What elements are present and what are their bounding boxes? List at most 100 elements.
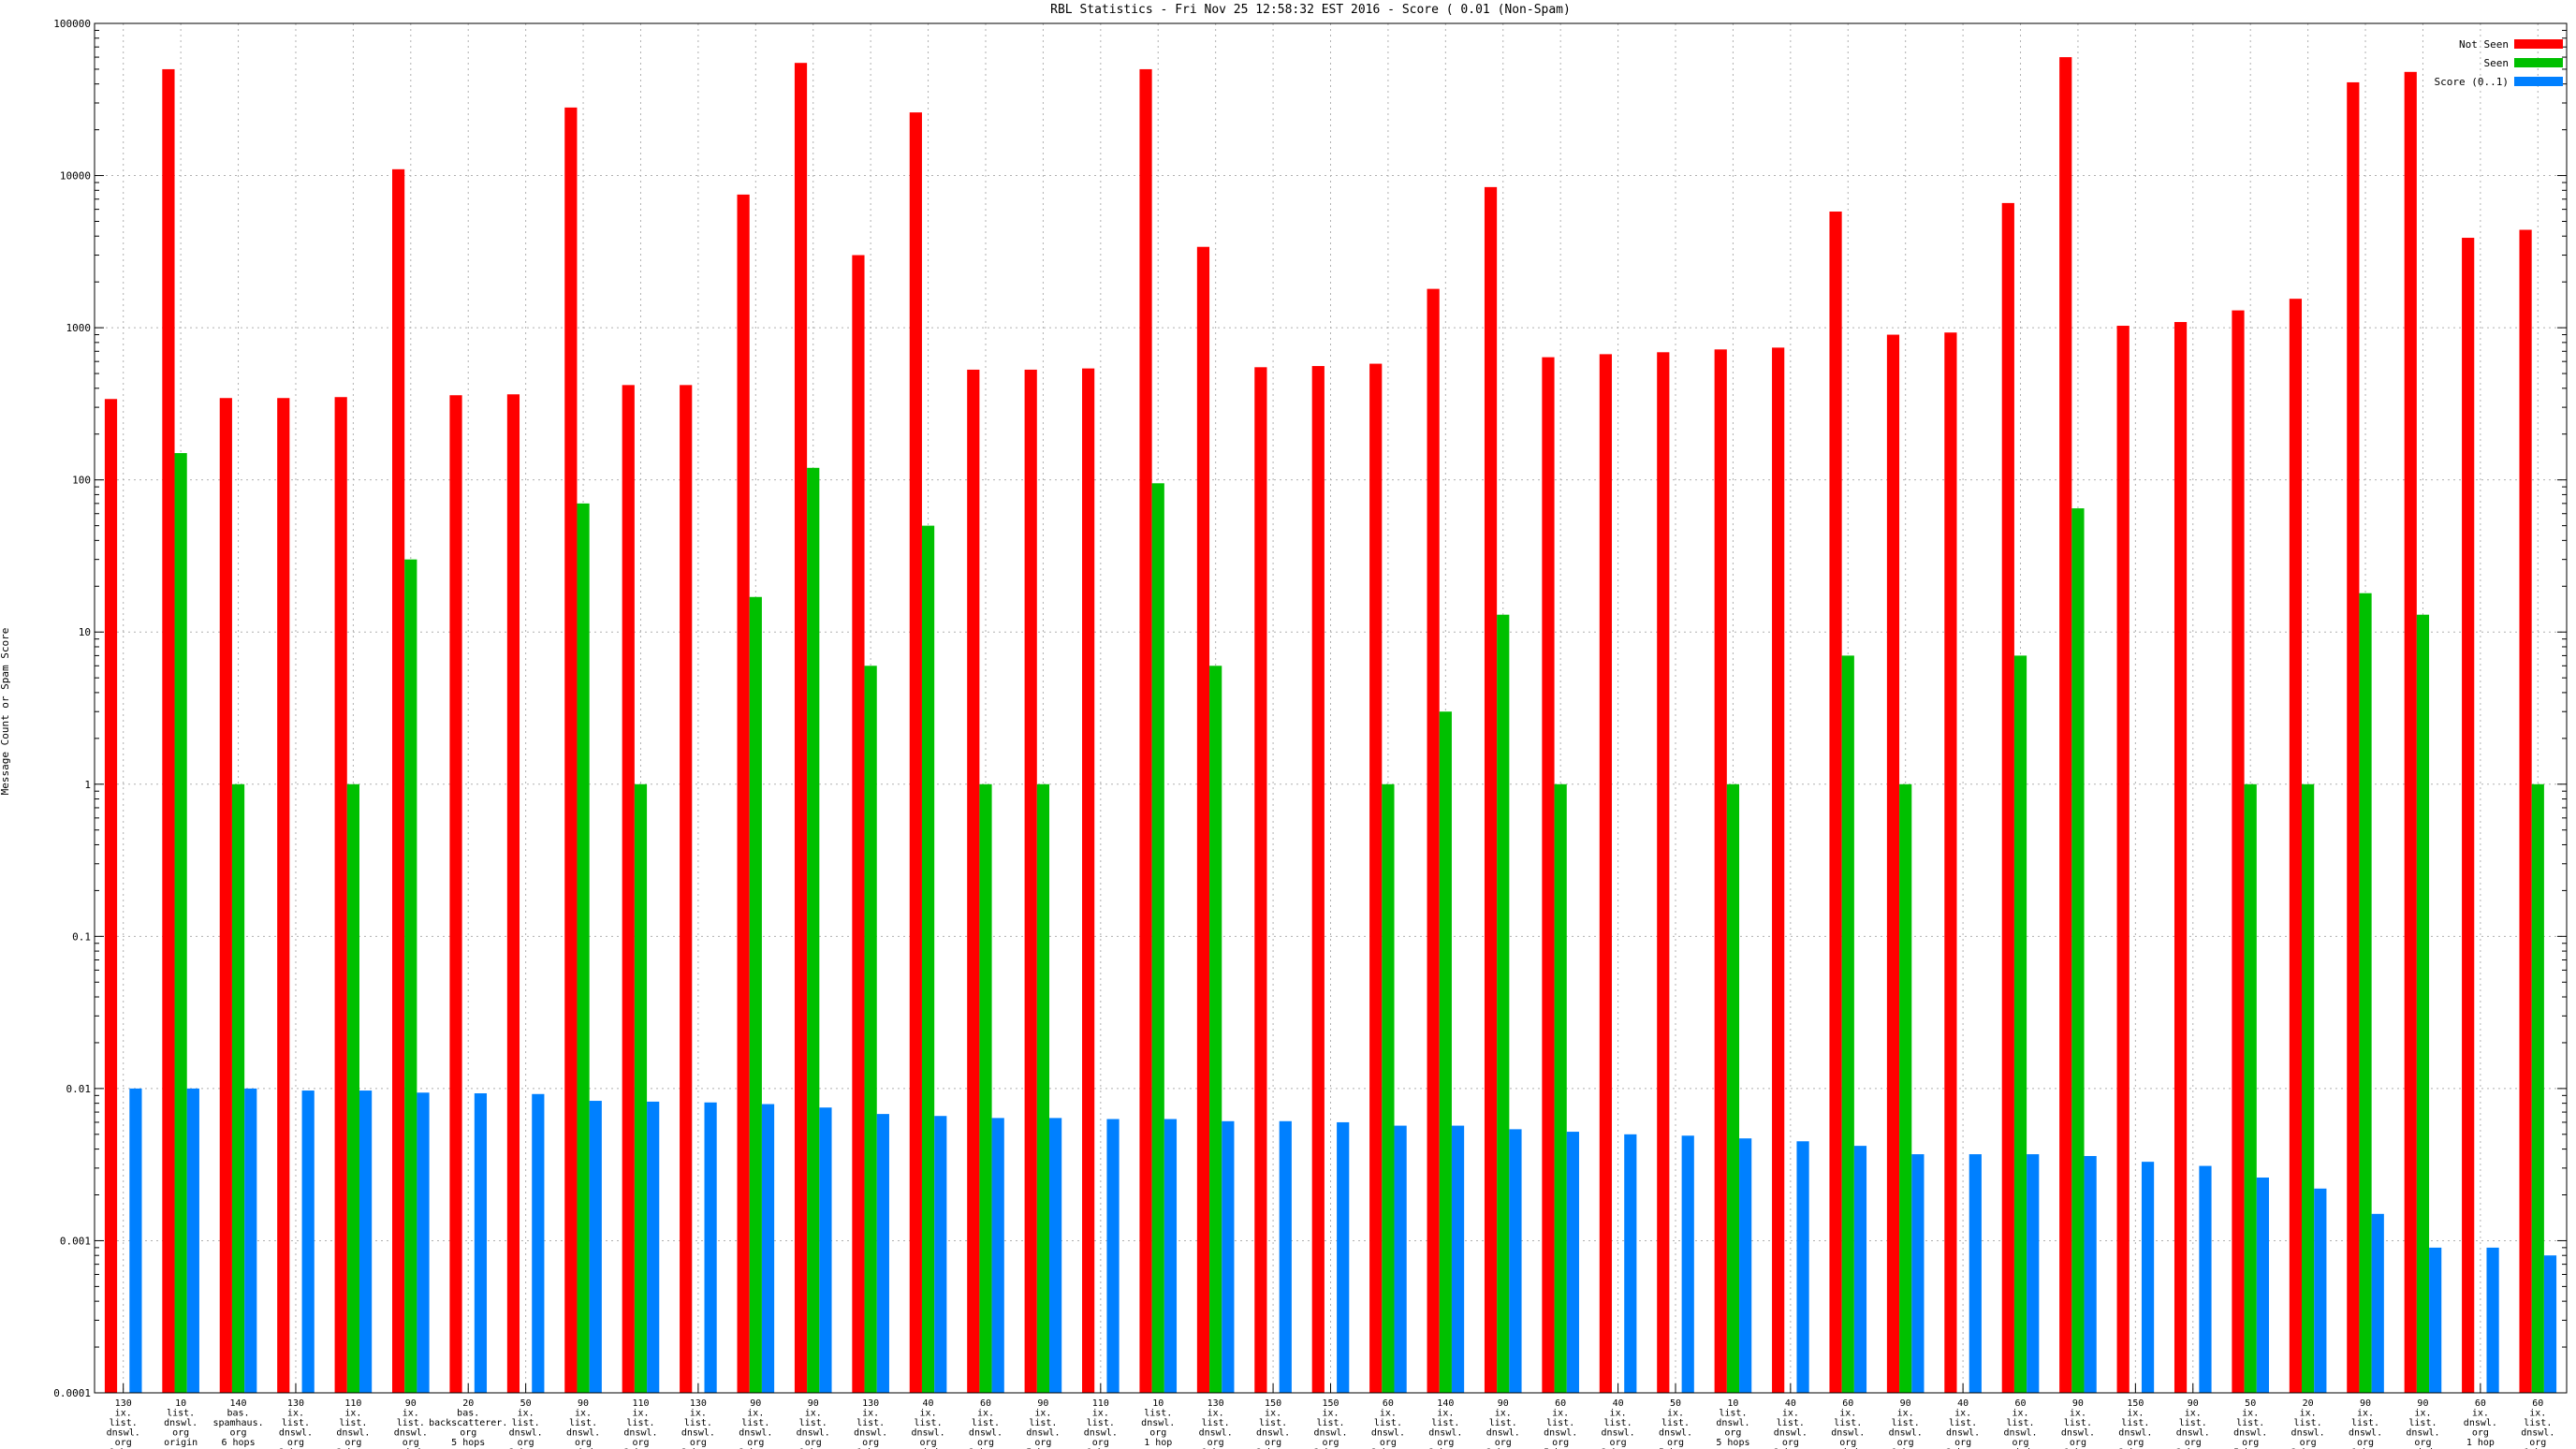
bar-score	[2429, 1247, 2442, 1393]
bar-not-seen	[391, 168, 405, 1394]
bar-score	[1394, 1125, 1407, 1393]
bar-not-seen	[1196, 246, 1210, 1393]
bar-seen	[2071, 508, 2085, 1393]
bar-score	[1796, 1141, 1809, 1393]
bar-seen	[404, 559, 417, 1393]
bar-seen	[1497, 614, 1510, 1393]
bar-seen	[174, 453, 187, 1393]
bar-score	[359, 1090, 373, 1393]
bar-not-seen	[1254, 367, 1267, 1393]
bar-not-seen	[2404, 71, 2417, 1393]
bar-seen	[2531, 783, 2544, 1393]
bar-score	[1969, 1154, 1982, 1393]
bar-score	[1853, 1146, 1867, 1393]
bar-not-seen	[162, 68, 175, 1394]
y-tick-label: 1	[84, 779, 91, 791]
bar-not-seen	[2289, 299, 2303, 1393]
bar-score	[2543, 1255, 2557, 1393]
bar-not-seen	[622, 385, 635, 1394]
y-tick-label: 1000	[66, 322, 92, 334]
bar-seen	[1899, 783, 1912, 1393]
y-tick-label: 10000	[60, 170, 91, 183]
y-axis-label: Message Count or Spam Score	[0, 628, 11, 796]
bar-score	[129, 1088, 142, 1393]
bar-not-seen	[1944, 332, 1957, 1393]
bar-not-seen	[1886, 334, 1900, 1393]
bar-not-seen	[680, 385, 693, 1394]
legend-swatch	[2514, 77, 2563, 86]
bar-not-seen	[1657, 352, 1670, 1393]
bar-score	[1337, 1121, 1350, 1393]
bar-seen	[346, 783, 359, 1393]
bar-score	[2486, 1247, 2499, 1393]
bar-not-seen	[1772, 347, 1785, 1394]
bar-seen	[1726, 783, 1740, 1393]
legend-swatch	[2514, 39, 2563, 49]
bar-seen	[2013, 655, 2027, 1393]
legend-swatch	[2514, 58, 2563, 67]
bar-not-seen	[909, 112, 922, 1393]
bar-not-seen	[2001, 202, 2014, 1394]
y-tick-label: 0.001	[60, 1235, 91, 1247]
plot-frame	[94, 22, 2568, 1394]
bar-not-seen	[334, 397, 347, 1394]
legend: Not Seen Seen Score (0..1)	[2435, 38, 2563, 88]
bar-seen	[1554, 783, 1567, 1393]
x-category-label: 10 list. dnswl. org 5 hops	[1716, 1398, 1749, 1448]
bar-not-seen	[1714, 349, 1727, 1394]
bar-score	[589, 1101, 602, 1393]
bar-score	[2084, 1156, 2097, 1393]
bar-seen	[2416, 614, 2430, 1393]
bar-not-seen	[2174, 322, 2188, 1393]
bar-not-seen	[1082, 368, 1095, 1393]
chart-title: RBL Statistics - Fri Nov 25 12:58:32 EST…	[1050, 3, 1571, 17]
bar-score	[301, 1090, 315, 1393]
bar-marks	[104, 57, 2557, 1394]
bar-not-seen	[1311, 366, 1325, 1393]
bar-not-seen	[1829, 212, 1842, 1394]
bar-not-seen	[2059, 57, 2072, 1394]
bar-seen	[979, 783, 992, 1393]
bar-score	[1509, 1129, 1522, 1393]
bar-not-seen	[506, 394, 520, 1394]
bar-score	[819, 1107, 832, 1393]
bar-score	[2199, 1165, 2212, 1393]
bar-not-seen	[737, 194, 750, 1394]
bar-seen	[1036, 783, 1050, 1393]
bar-score	[417, 1092, 430, 1393]
bar-not-seen	[852, 255, 865, 1394]
y-tick-label: 0.01	[66, 1083, 92, 1095]
y-tick-label: 100000	[53, 18, 91, 30]
bar-seen	[231, 783, 245, 1393]
bar-not-seen	[277, 398, 290, 1393]
bar-score	[1279, 1120, 1292, 1393]
bar-seen	[1382, 783, 1395, 1393]
y-tick-label: 0.0001	[53, 1387, 91, 1399]
x-category-label: 60 ix. dnswl. org 1 hop	[2464, 1398, 2497, 1448]
bar-score	[1566, 1132, 1579, 1393]
bar-seen	[1209, 666, 1222, 1393]
x-category-label: 10 list. dnswl. org 1 hop	[1141, 1398, 1175, 1448]
bar-score	[244, 1088, 257, 1393]
bar-score	[474, 1093, 488, 1393]
